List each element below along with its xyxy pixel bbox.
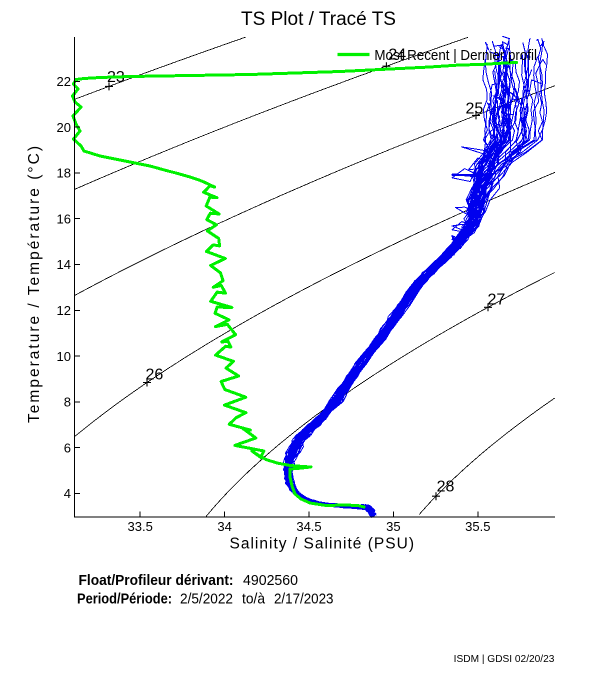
svg-text:26: 26 bbox=[146, 367, 164, 384]
svg-text:8: 8 bbox=[64, 395, 71, 410]
svg-text:Period/Période:: Period/Période: bbox=[77, 592, 172, 608]
svg-text:2/17/2023: 2/17/2023 bbox=[274, 592, 334, 608]
svg-text:TS Plot / Tracé TS: TS Plot / Tracé TS bbox=[241, 9, 396, 30]
svg-text:Salinity / Salinité (PSU): Salinity / Salinité (PSU) bbox=[230, 536, 415, 553]
svg-text:35: 35 bbox=[386, 519, 400, 534]
svg-text:2/5/2022: 2/5/2022 bbox=[180, 592, 233, 608]
svg-text:25: 25 bbox=[466, 100, 484, 117]
svg-text:28: 28 bbox=[437, 479, 455, 496]
svg-text:4: 4 bbox=[64, 486, 71, 501]
svg-text:12: 12 bbox=[57, 303, 71, 318]
svg-text:to/à: to/à bbox=[242, 592, 266, 608]
svg-text:Float/Profileur dérivant:: Float/Profileur dérivant: bbox=[79, 573, 234, 589]
svg-text:27: 27 bbox=[488, 292, 506, 309]
svg-text:ISDM | GDSI 02/20/23: ISDM | GDSI 02/20/23 bbox=[454, 654, 555, 665]
svg-text:20: 20 bbox=[57, 120, 71, 135]
svg-text:24: 24 bbox=[388, 47, 406, 64]
svg-text:4902560: 4902560 bbox=[243, 573, 298, 589]
svg-text:22: 22 bbox=[57, 74, 71, 89]
svg-text:10: 10 bbox=[57, 349, 71, 364]
svg-text:34: 34 bbox=[217, 519, 231, 534]
svg-text:6: 6 bbox=[64, 440, 71, 455]
svg-text:34.5: 34.5 bbox=[296, 519, 321, 534]
svg-text:16: 16 bbox=[57, 211, 71, 226]
svg-text:14: 14 bbox=[57, 257, 71, 272]
svg-text:35.5: 35.5 bbox=[465, 519, 490, 534]
svg-text:Most Recent | Dernier profil: Most Recent | Dernier profil bbox=[374, 48, 537, 64]
svg-text:33.5: 33.5 bbox=[128, 519, 153, 534]
svg-text:18: 18 bbox=[57, 166, 71, 181]
svg-text:Temperature / Température (°C): Temperature / Température (°C) bbox=[26, 146, 43, 423]
